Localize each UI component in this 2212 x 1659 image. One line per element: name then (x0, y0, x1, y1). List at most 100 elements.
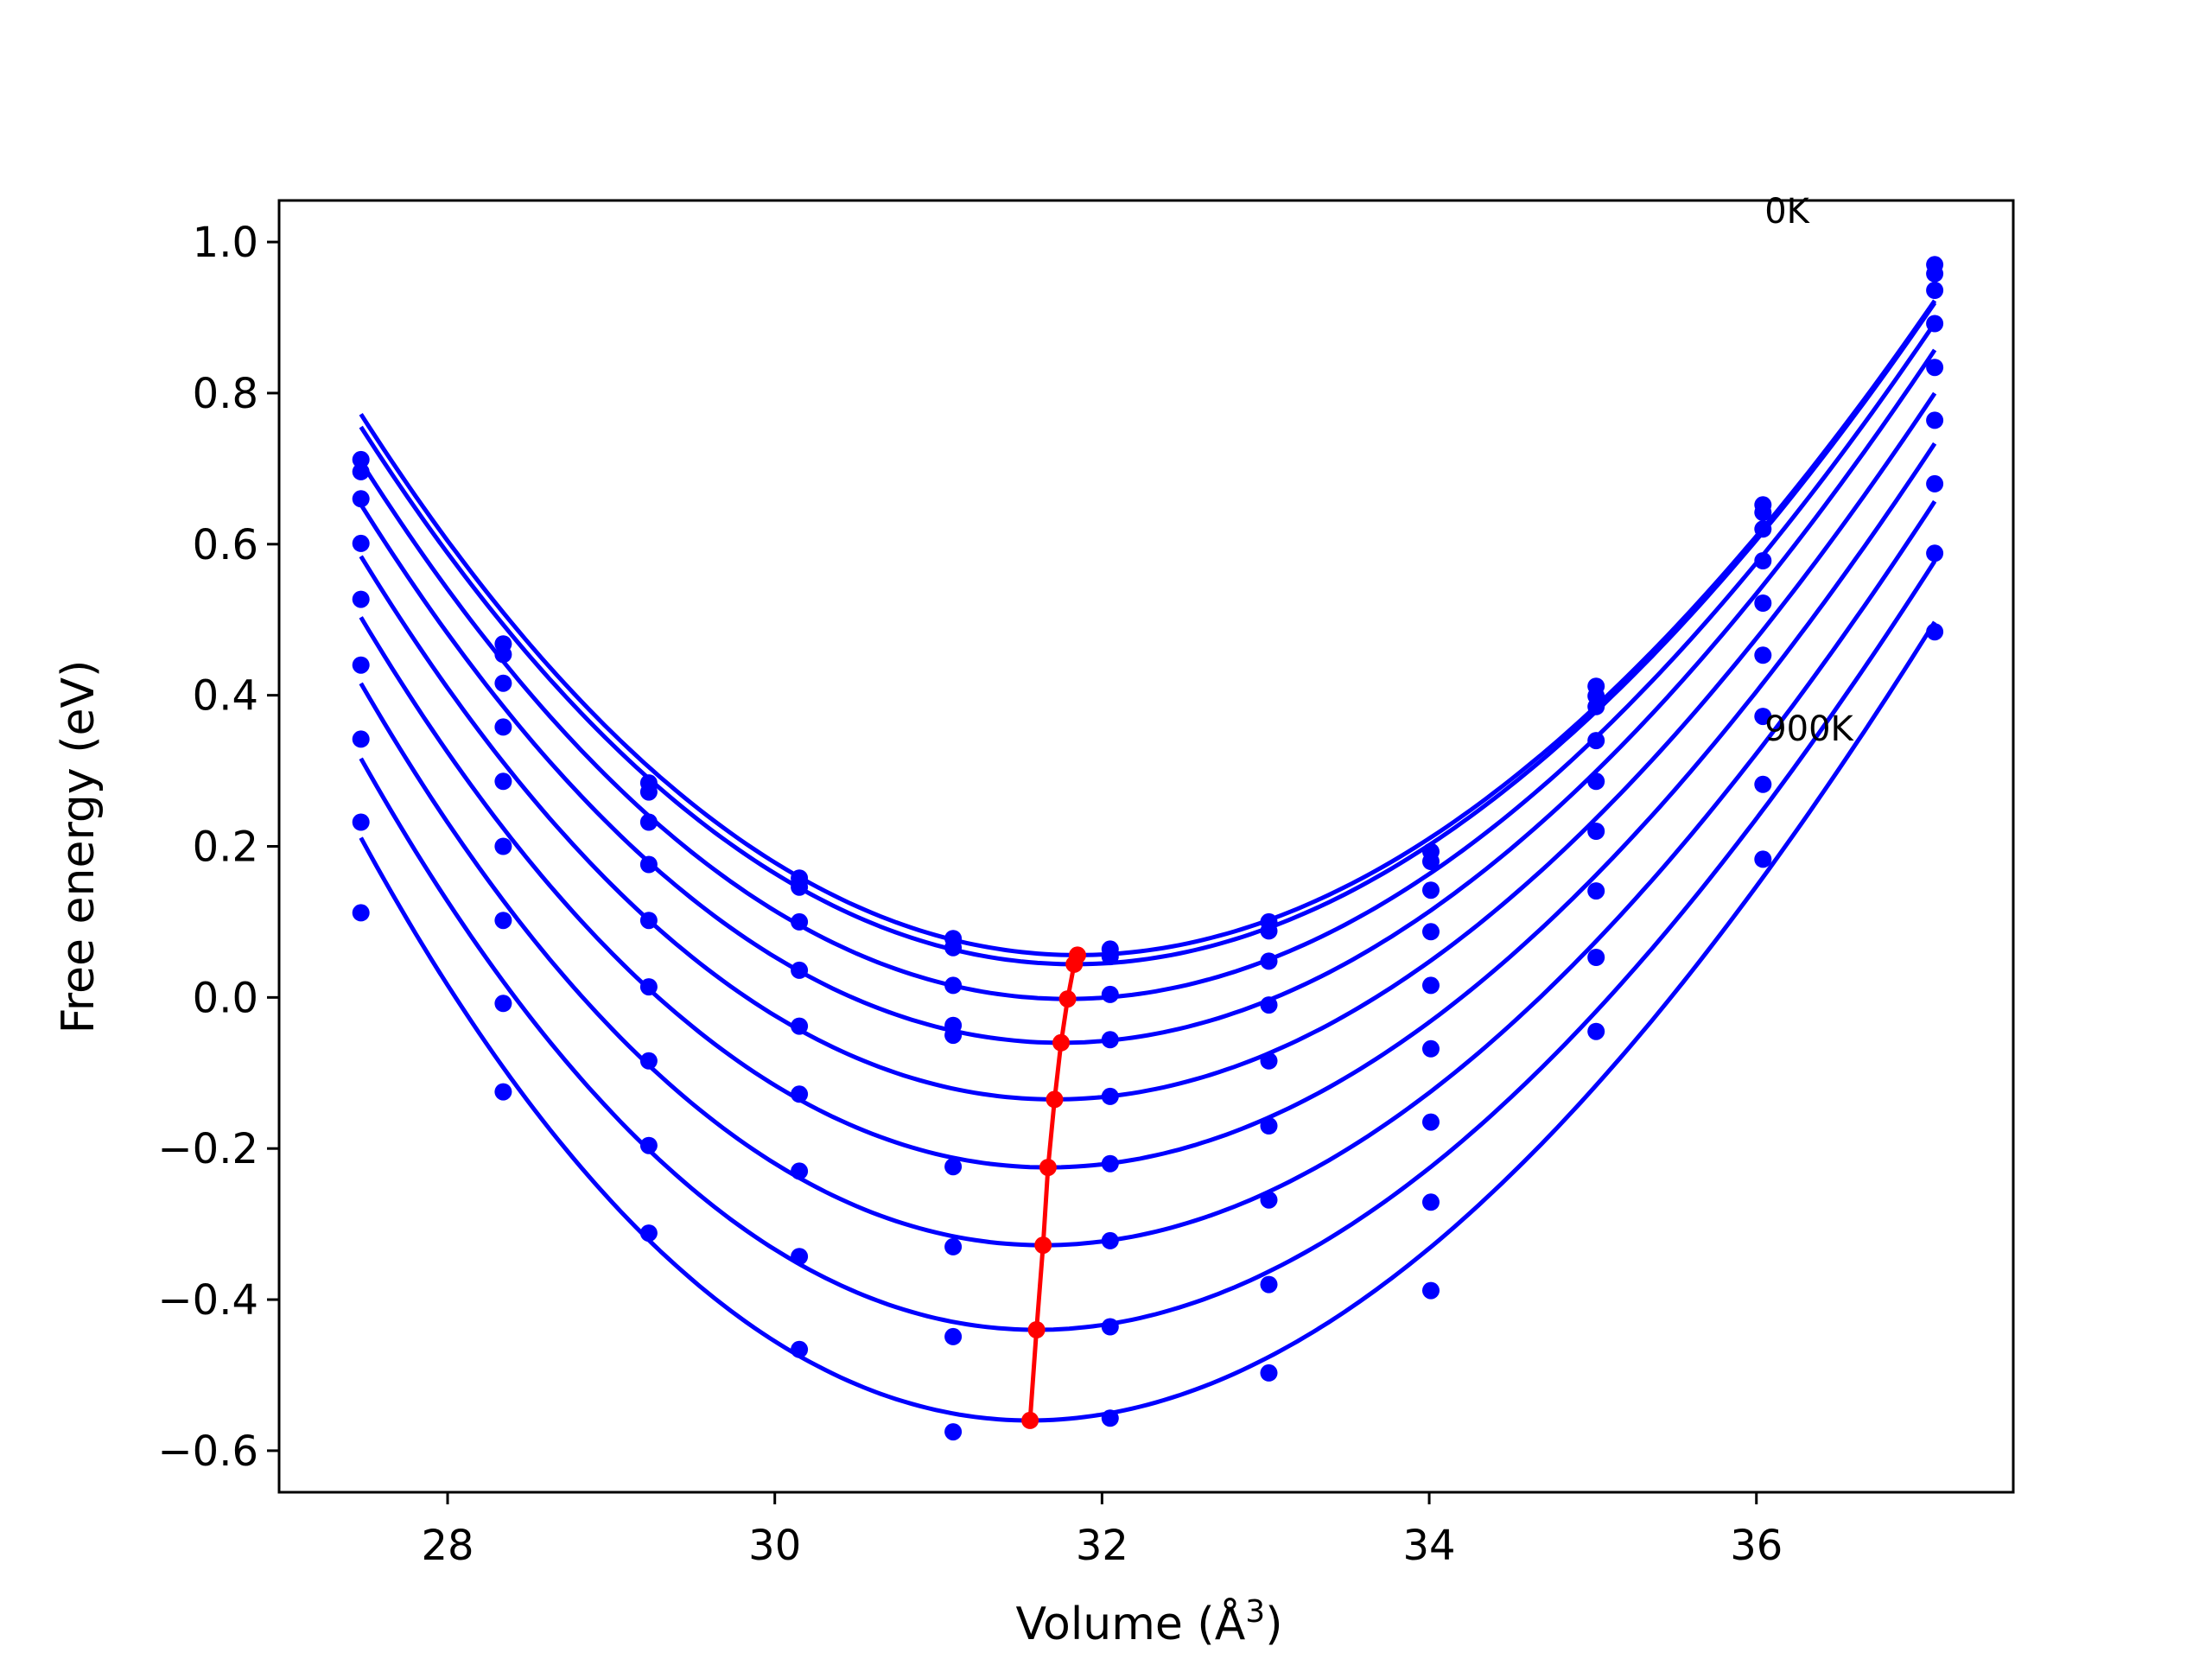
data-point-s6-1 (494, 912, 512, 930)
fit-curve-6 (359, 499, 1937, 1248)
annotations: 0K 900K (1764, 192, 1854, 749)
data-point-s8-7 (1422, 1281, 1440, 1300)
data-point-s4-1 (494, 772, 512, 791)
fit-curve-2 (359, 321, 1937, 1001)
data-point-s7-4 (944, 1327, 963, 1345)
temperature-annotation: 0K (1764, 192, 1810, 232)
data-point-s3-5 (1101, 1031, 1119, 1049)
fit-curve-4 (359, 391, 1937, 1102)
fit-curve-5 (359, 442, 1937, 1170)
data-point-s7-5 (1101, 1318, 1119, 1336)
x-axis: 28 30 32 34 36 (421, 1492, 1783, 1570)
data-point-s2-4 (944, 976, 963, 995)
y-tick-label: −0.4 (157, 1276, 258, 1325)
data-point-s3-9 (1754, 552, 1772, 569)
x-tick-label: 28 (421, 1522, 474, 1570)
y-tick-label: 0.6 (193, 521, 258, 569)
data-point-s3-7 (1422, 923, 1440, 941)
data-point-s7-9 (1754, 775, 1772, 793)
data-point-s1-5 (1101, 948, 1119, 966)
data-point-s1-9 (1754, 504, 1772, 522)
data-point-s3-0 (352, 534, 370, 552)
y-tick-label: 0.4 (193, 672, 258, 721)
data-point-s1-10 (1926, 264, 1944, 283)
data-point-s4-9 (1754, 594, 1772, 612)
data-point-s7-2 (639, 1136, 658, 1154)
data-point-s8-9 (1754, 850, 1772, 868)
data-point-s6-0 (352, 730, 370, 748)
data-point-s5-5 (1101, 1154, 1119, 1173)
x-tick-label: 30 (748, 1522, 801, 1570)
data-point-s3-8 (1587, 732, 1605, 750)
data-point-s5-1 (494, 837, 512, 855)
data-point-s3-2 (639, 855, 658, 874)
data-point-s8-10 (1926, 623, 1944, 641)
minimum-point-6 (1034, 1236, 1052, 1255)
data-point-s2-7 (1422, 881, 1440, 899)
minimum-point-5 (1039, 1159, 1057, 1177)
data-point-s3-1 (494, 718, 512, 736)
data-point-s5-4 (944, 1158, 963, 1176)
data-point-s1-0 (352, 462, 370, 480)
data-point-s2-1 (494, 674, 512, 692)
data-point-s1-6 (1260, 922, 1278, 940)
fit-curve-1 (359, 302, 1937, 967)
y-tick-label: 0.2 (193, 823, 258, 872)
fit-curve-7 (359, 560, 1937, 1332)
data-point-s2-0 (352, 490, 370, 508)
data-point-s4-8 (1587, 772, 1605, 791)
data-point-s4-2 (639, 912, 658, 930)
data-point-s6-8 (1587, 882, 1605, 900)
data-point-s5-8 (1587, 823, 1605, 840)
data-point-s6-5 (1101, 1231, 1119, 1249)
data-point-s7-10 (1926, 544, 1944, 563)
data-point-s6-9 (1754, 708, 1772, 726)
minimum-point-2 (1058, 990, 1077, 1008)
data-point-s5-6 (1260, 1117, 1278, 1135)
data-point-s6-3 (791, 1162, 809, 1180)
data-point-s7-8 (1587, 949, 1605, 966)
data-point-s8-6 (1260, 1363, 1278, 1382)
data-point-s1-2 (639, 783, 658, 801)
data-point-s8-5 (1101, 1409, 1119, 1427)
data-point-s2-8 (1587, 697, 1605, 715)
data-point-s8-4 (944, 1423, 963, 1441)
data-point-s4-3 (791, 1017, 809, 1035)
data-point-s8-2 (639, 1224, 658, 1243)
data-point-s6-10 (1926, 474, 1944, 493)
data-point-s2-2 (639, 813, 658, 831)
x-tick-label: 34 (1403, 1522, 1456, 1570)
data-point-s7-6 (1260, 1275, 1278, 1294)
data-point-s4-5 (1101, 1087, 1119, 1105)
data-point-s7-7 (1422, 1193, 1440, 1211)
x-tick-label: 36 (1730, 1522, 1783, 1570)
data-point-s5-10 (1926, 411, 1944, 429)
temperature-annotation: 900K (1764, 709, 1854, 749)
data-point-s3-3 (791, 961, 809, 979)
data-point-s8-0 (352, 904, 370, 922)
y-axis: 1.0 0.8 0.6 0.4 0.2 0.0 −0.2 −0.4 −0.6 (157, 219, 279, 1476)
data-point-s4-7 (1422, 976, 1440, 995)
data-point-s4-6 (1260, 1052, 1278, 1070)
data-point-s1-1 (494, 645, 512, 664)
data-point-s5-7 (1422, 1039, 1440, 1058)
data-point-s1-7 (1422, 853, 1440, 870)
y-tick-label: 0.8 (193, 370, 258, 418)
data-point-s7-1 (494, 995, 512, 1013)
data-point-s7-3 (791, 1248, 809, 1266)
data-point-s1-4 (944, 938, 963, 957)
fit-curve-8 (359, 620, 1937, 1423)
data-point-s3-10 (1926, 315, 1944, 333)
data-point-s5-0 (352, 656, 370, 674)
plot-area (352, 256, 1944, 1441)
data-point-s6-6 (1260, 1191, 1278, 1209)
y-axis-label: Free energy (eV) (53, 660, 105, 1034)
fit-curve-3 (359, 348, 1937, 1046)
minimum-point-8 (1021, 1411, 1039, 1429)
data-point-s1-3 (791, 878, 809, 896)
y-tick-label: −0.2 (157, 1125, 258, 1173)
data-point-s6-4 (944, 1237, 963, 1255)
data-point-s7-0 (352, 813, 370, 831)
